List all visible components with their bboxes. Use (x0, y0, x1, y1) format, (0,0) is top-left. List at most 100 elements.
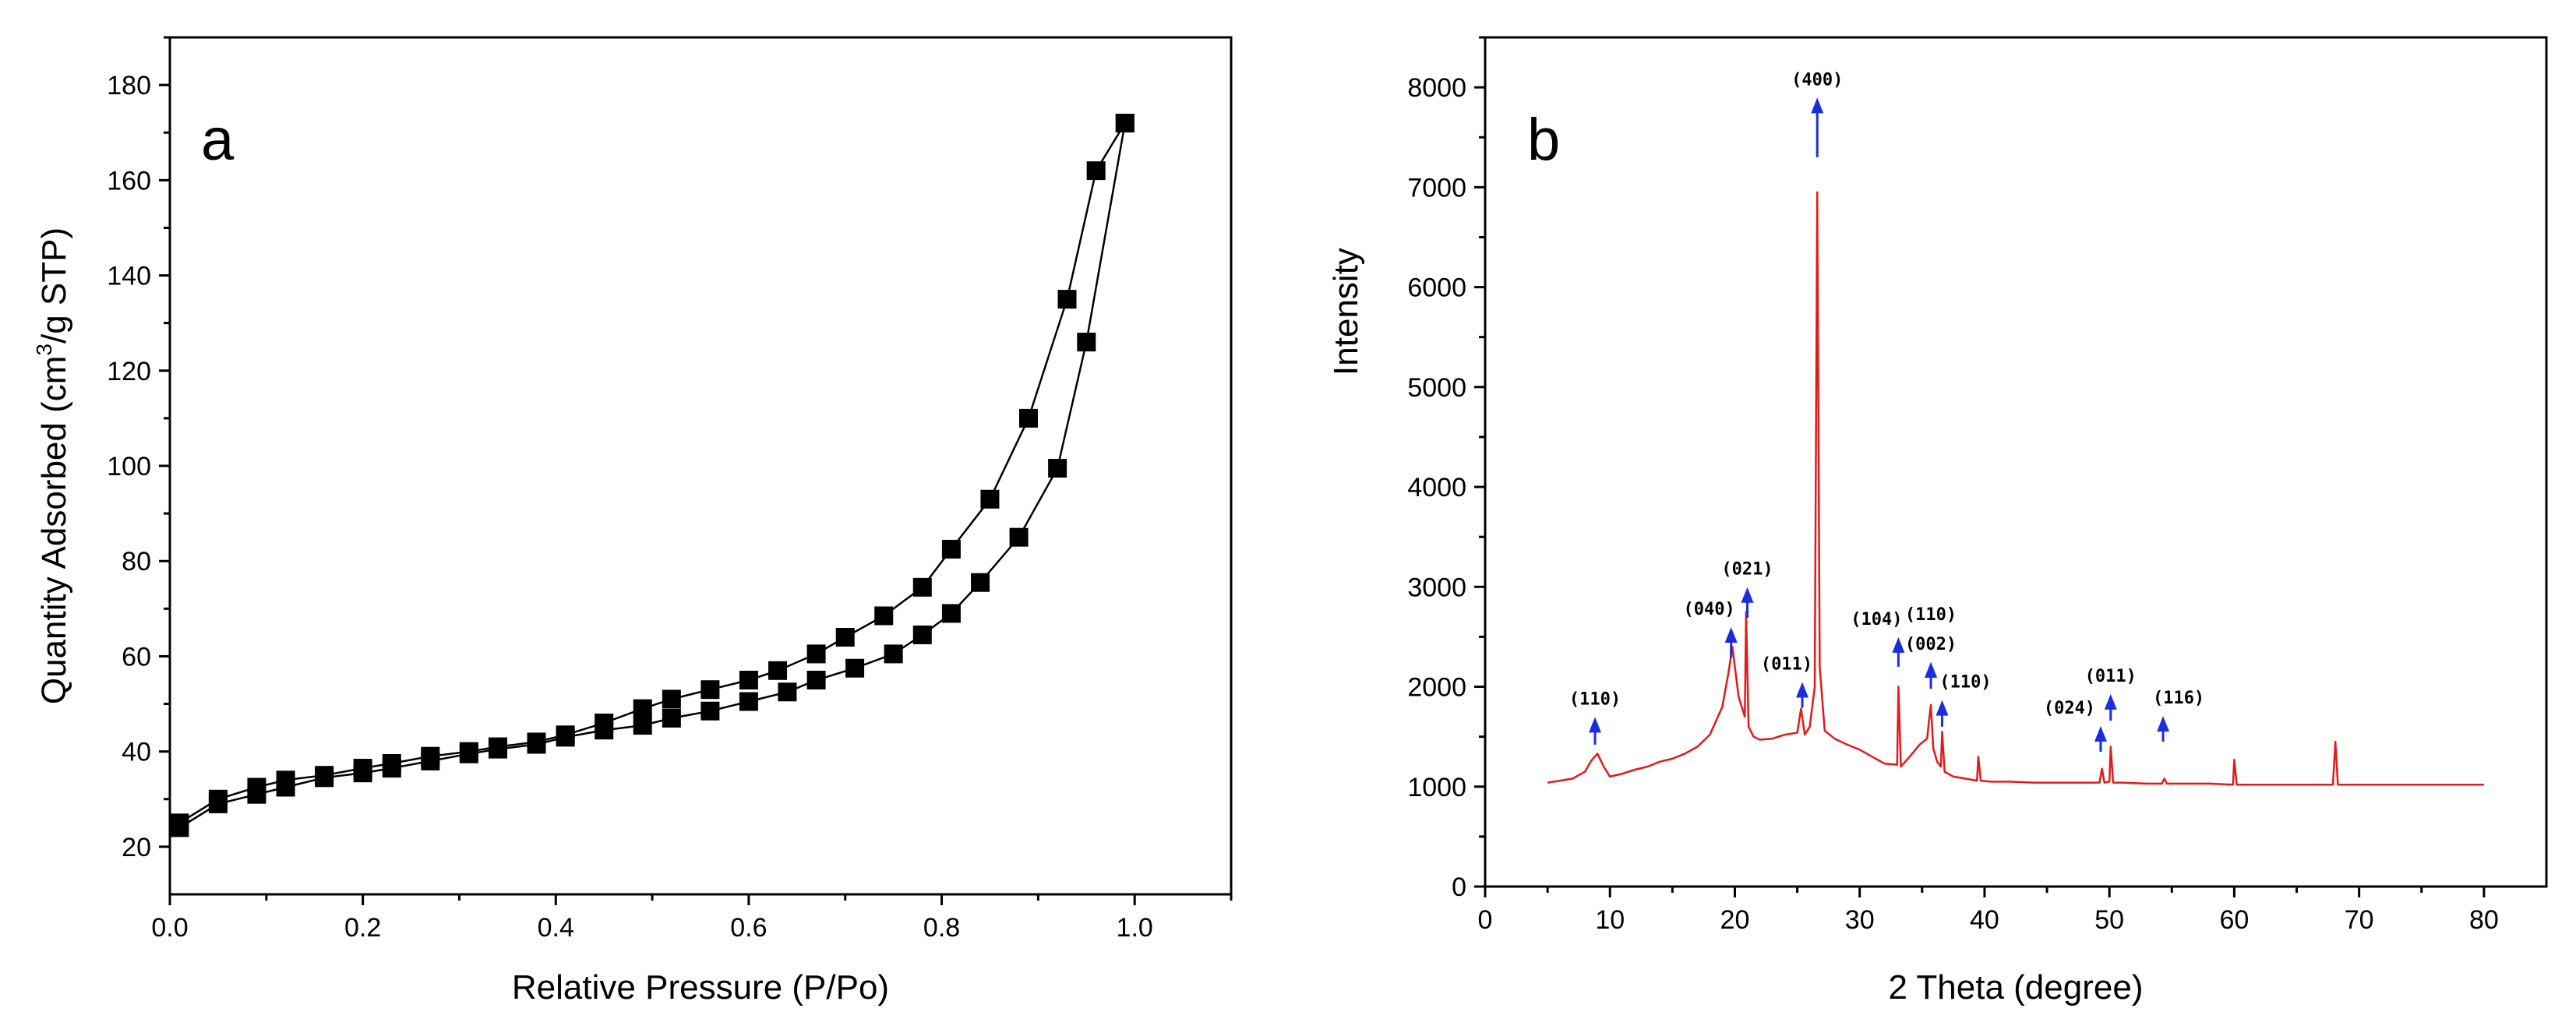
x-tick-label-b: 60 (2219, 905, 2249, 935)
x-tick-label-b: 80 (2469, 905, 2499, 935)
peak-arrow-head (1589, 717, 1602, 733)
marker-desorption (1018, 408, 1038, 428)
marker-desorption (912, 577, 932, 597)
y-tick-label-b: 5000 (1407, 373, 1466, 403)
series-line-desorption (178, 122, 1126, 824)
peak-label: (011) (2085, 667, 2137, 686)
peak-arrow-head (1925, 661, 1938, 678)
marker-adsorption (633, 716, 652, 735)
y-axis-label-a: Quantity Adsorbed (cm3/g STP) (32, 227, 73, 704)
x-tick-label-a: 0.0 (151, 913, 188, 943)
peak-arrow-head (1936, 700, 1949, 716)
x-tick-label-b: 40 (1970, 905, 1999, 935)
x-tick-label-b: 30 (1845, 905, 1875, 935)
y-axis-label-b: Intensity (1327, 248, 1365, 375)
marker-desorption (353, 759, 372, 778)
marker-desorption (421, 746, 440, 766)
peak-label: (011) (1761, 655, 1812, 675)
x-axis-label-a: Relative Pressure (P/Po) (512, 968, 889, 1007)
peak-arrow-head (1811, 97, 1824, 114)
axis-ticks-b: 0 10 20 30 40 50 60 70 80 0 1000 2000 3000 4000 5000 60… (1407, 36, 2499, 935)
series-markers-a (170, 114, 1134, 837)
y-tick-label-b: 4000 (1407, 473, 1466, 502)
peak-label: (116) (2153, 689, 2204, 708)
marker-desorption (980, 489, 1000, 509)
y-tick-label-a: 40 (122, 738, 151, 767)
y-tick-label-a: 60 (122, 642, 151, 672)
x-tick-label-a: 1.0 (1117, 913, 1153, 943)
xrd-pattern-line (1547, 191, 2484, 786)
peak-label: (110) (1939, 673, 1991, 693)
peak-label: (021) (1721, 560, 1773, 580)
marker-adsorption (662, 708, 681, 728)
marker-desorption (595, 714, 614, 732)
y-tick-label-b: 1000 (1407, 773, 1466, 802)
y-tick-label-b: 0 (1452, 873, 1466, 902)
y-axis-label-a-part2: /g STP) (35, 227, 73, 344)
marker-adsorption (806, 671, 826, 689)
peak-label: (110) (1569, 689, 1621, 709)
peak-label: (002) (1905, 635, 1957, 654)
peak-label: (024) (2044, 699, 2095, 718)
y-tick-label-a: 80 (122, 547, 151, 576)
marker-desorption (662, 689, 681, 709)
marker-desorption (208, 789, 228, 809)
marker-desorption (700, 680, 720, 700)
x-tick-label-b: 0 (1478, 905, 1493, 935)
marker-desorption (633, 699, 652, 718)
series-line-b (1547, 191, 2484, 786)
peak-arrow-head (1724, 627, 1738, 643)
marker-adsorption (700, 701, 720, 721)
marker-desorption (170, 813, 189, 833)
y-tick-label-b: 2000 (1407, 673, 1466, 703)
peak-label: (040) (1684, 600, 1735, 619)
marker-desorption (556, 725, 575, 745)
marker-desorption (941, 539, 961, 559)
marker-desorption (1086, 161, 1106, 181)
y-axis-label-a-superscript: 3 (32, 344, 56, 356)
plot-frame-a (168, 36, 1233, 896)
peak-label: (104) (1851, 610, 1902, 629)
marker-desorption (488, 737, 507, 756)
series-lines-a (178, 122, 1127, 829)
y-tick-label-a: 100 (107, 452, 151, 481)
marker-desorption (1057, 290, 1077, 309)
marker-adsorption (1009, 527, 1029, 547)
y-tick-label-a: 140 (107, 262, 151, 291)
peak-arrow-head (1892, 636, 1905, 653)
marker-adsorption (1077, 333, 1096, 352)
marker-adsorption (971, 573, 990, 592)
marker-desorption (276, 770, 295, 790)
peak-label: (110) (1905, 605, 1957, 625)
peak-arrow-head (1741, 587, 1754, 603)
x-tick-label-b: 50 (2094, 905, 2124, 935)
x-axis-label-b: 2 Theta (degree) (1889, 968, 2144, 1007)
y-tick-label-a: 160 (107, 166, 151, 196)
axis-ticks-a: 0.0 0.2 0.4 0.6 0.8 1.0 20 40 60 80 100 120 140 160 18… (107, 36, 1233, 943)
x-tick-label-a: 0.4 (538, 913, 574, 943)
peak-arrow-head (2104, 693, 2117, 710)
marker-adsorption (912, 625, 932, 644)
x-tick-label-b: 70 (2345, 905, 2374, 935)
chart-panel-b: b 2 Theta (degree) Intensity 0 10 20 30 40 50… (1327, 36, 2548, 1007)
y-tick-label-a: 20 (122, 833, 151, 862)
chart-panel-a: a Relative Pressure (P/Po) Quantity Adso… (32, 36, 1233, 1007)
plot-frame-b (1484, 36, 2548, 888)
marker-adsorption (845, 658, 865, 678)
y-tick-label-b: 7000 (1407, 173, 1466, 203)
peak-annotations-b: (110)(040)(021)(011)(400)(104) (110)(002)… (1569, 70, 2204, 752)
y-tick-label-b: 8000 (1407, 73, 1466, 103)
x-tick-label-a: 0.2 (344, 913, 381, 943)
x-tick-label-a: 0.8 (923, 913, 960, 943)
marker-desorption (315, 766, 334, 785)
marker-adsorption (1048, 459, 1067, 478)
marker-adsorption (739, 692, 758, 711)
marker-adsorption (778, 682, 797, 702)
series-line-adsorption (178, 122, 1127, 829)
marker-desorption (806, 644, 826, 664)
marker-desorption (527, 732, 546, 752)
marker-desorption (768, 661, 788, 680)
marker-desorption (874, 606, 894, 626)
marker-desorption (459, 742, 478, 761)
